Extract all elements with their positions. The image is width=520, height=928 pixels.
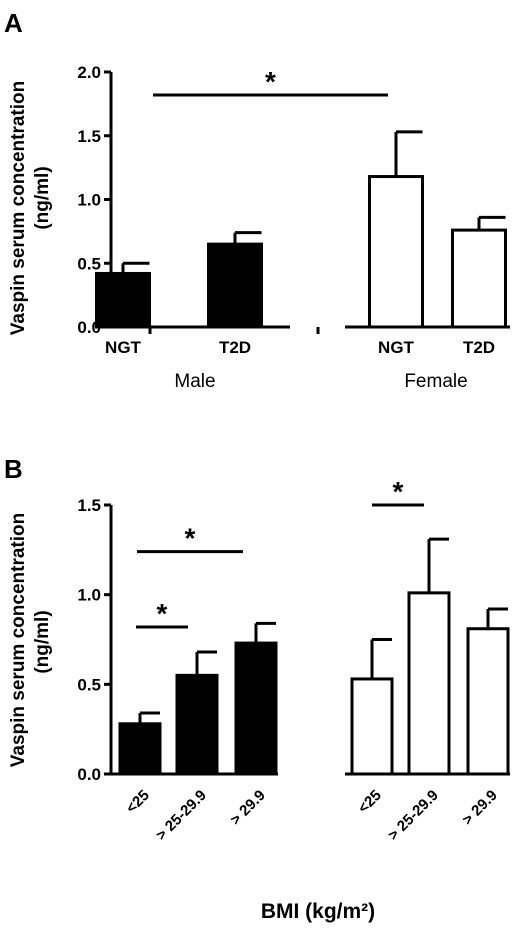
significance-label: * bbox=[265, 66, 276, 97]
x-tick-label: > 29.9 bbox=[227, 787, 269, 829]
x-tick-label: NGT bbox=[378, 338, 415, 357]
significance-label: * bbox=[393, 476, 404, 507]
significance-label: * bbox=[157, 598, 168, 629]
panel-b-ylabel-line1: Vaspin serum concentration bbox=[8, 513, 29, 767]
x-tick-label: T2D bbox=[219, 338, 251, 357]
bar bbox=[118, 722, 162, 776]
panel-b-plot: 0.00.51.01.5<25 > 25-29.9 > 29.9 <25 > 25-29… bbox=[77, 476, 510, 844]
y-tick-label: 1.5 bbox=[77, 127, 101, 146]
y-tick-label: 1.5 bbox=[77, 496, 101, 515]
panel-b-label: B bbox=[4, 454, 23, 484]
bar bbox=[207, 242, 263, 329]
bar bbox=[407, 591, 451, 776]
y-tick-label: 0.5 bbox=[77, 254, 101, 273]
bar bbox=[368, 175, 424, 329]
y-tick-label: 2.0 bbox=[77, 63, 101, 82]
x-tick-label: T2D bbox=[463, 338, 495, 357]
bar bbox=[451, 228, 507, 329]
x-tick-label: NGT bbox=[105, 338, 142, 357]
bar bbox=[466, 627, 510, 776]
x-tick-label: <25 bbox=[355, 787, 385, 817]
panel-a-ylabel-line2: (ng/ml) bbox=[32, 166, 53, 229]
bar bbox=[95, 271, 151, 329]
bar bbox=[234, 641, 278, 776]
y-tick-label: 1.0 bbox=[77, 191, 101, 210]
panel-a-group-male-label: Male bbox=[174, 371, 215, 392]
bar bbox=[175, 673, 219, 776]
bar bbox=[350, 677, 394, 776]
x-tick-label: <25 bbox=[123, 787, 153, 817]
significance-label: * bbox=[185, 523, 196, 554]
panel-a-group-female-label: Female bbox=[404, 371, 467, 392]
y-tick-label: 0.5 bbox=[77, 675, 101, 694]
panel-a-ylabel-line1: Vaspin serum concentration bbox=[8, 81, 29, 335]
x-tick-label: > 25-29.9 bbox=[153, 787, 210, 844]
x-tick-label: > 29.9 bbox=[459, 787, 501, 829]
y-tick-label: 1.0 bbox=[77, 586, 101, 605]
panel-a-label: A bbox=[4, 8, 23, 38]
x-tick-label: > 25-29.9 bbox=[385, 787, 442, 844]
panel-b-xlabel: BMI (kg/m²) bbox=[261, 900, 375, 923]
panel-b-ylabel-line2: (ng/ml) bbox=[32, 610, 53, 673]
y-tick-label: 0.0 bbox=[77, 765, 101, 784]
